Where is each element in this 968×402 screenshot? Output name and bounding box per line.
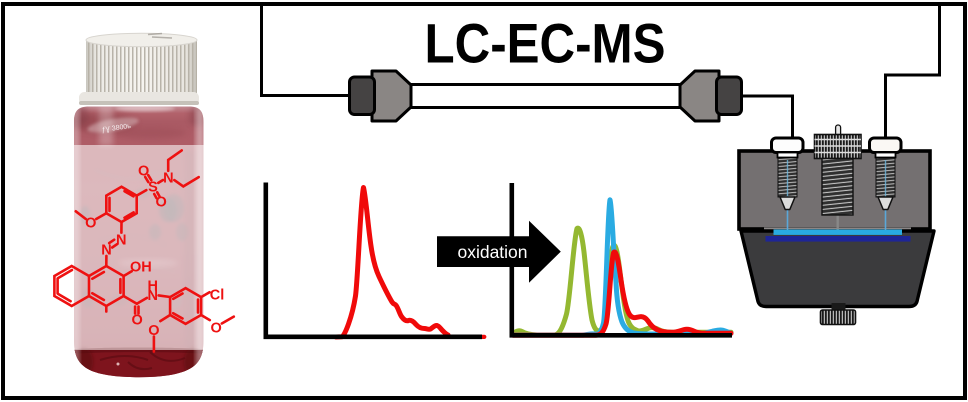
svg-text:H: H: [148, 278, 158, 294]
svg-text:O: O: [156, 195, 167, 211]
svg-text:N: N: [163, 170, 173, 186]
svg-text:O: O: [148, 323, 159, 339]
svg-text:O: O: [85, 215, 96, 231]
svg-text:O: O: [138, 164, 149, 180]
svg-text:O: O: [132, 313, 143, 329]
svg-text:ƒƔ 3800ь: ƒƔ 3800ь: [101, 123, 131, 134]
svg-text:OH: OH: [130, 260, 152, 276]
svg-text:N: N: [116, 232, 126, 248]
svg-text:N: N: [101, 242, 111, 258]
svg-text:O: O: [210, 320, 221, 336]
svg-text:oxidation: oxidation: [457, 242, 527, 262]
svg-text:N: N: [148, 288, 158, 304]
svg-text:Cl: Cl: [210, 287, 225, 303]
svg-text:LC-EC-MS: LC-EC-MS: [425, 13, 666, 75]
svg-text:S: S: [148, 180, 158, 196]
